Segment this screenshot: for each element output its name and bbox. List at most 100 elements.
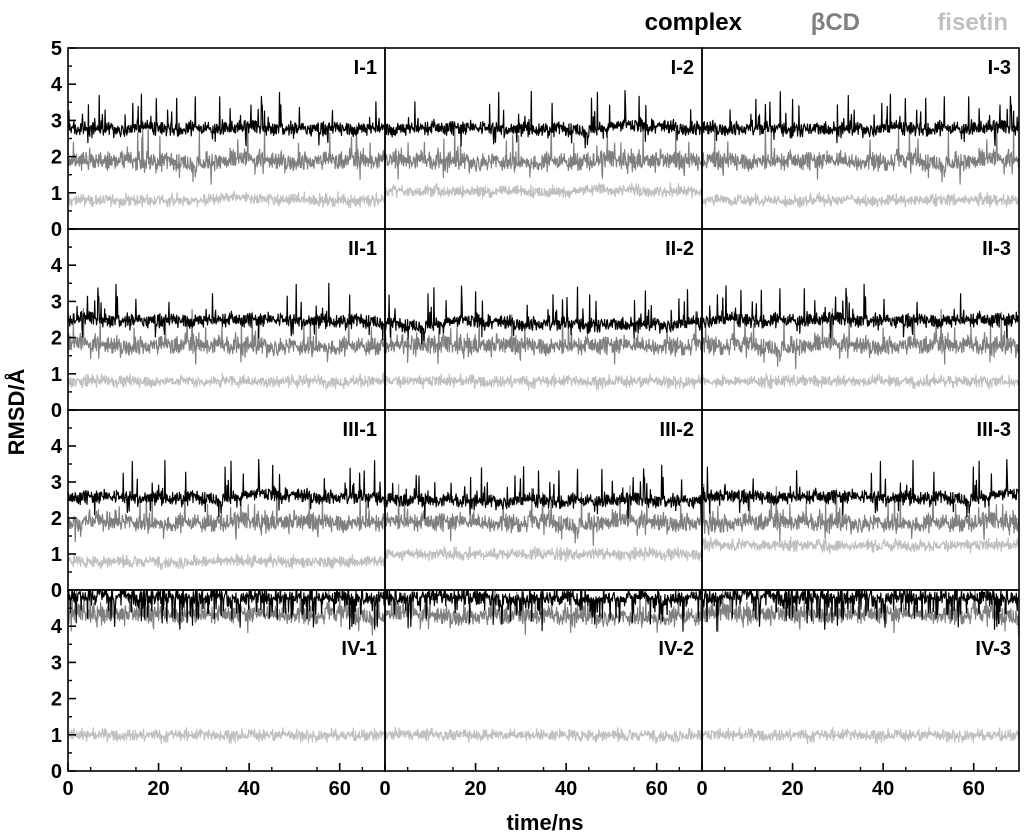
series-complex-I-2 bbox=[385, 90, 702, 149]
series-bcd-III-2 bbox=[385, 484, 702, 546]
x-tick-label-col1-20: 20 bbox=[464, 778, 486, 800]
x-tick-label-col1-60: 60 bbox=[646, 778, 668, 800]
series-complex-III-2 bbox=[385, 464, 702, 520]
legend-bcd: βCD bbox=[811, 9, 860, 36]
series-complex-I-1 bbox=[68, 92, 385, 147]
panel-IV-2-traces bbox=[385, 590, 702, 744]
x-axis-title: time/ns bbox=[506, 810, 583, 835]
panel-label-II-1: II-1 bbox=[348, 238, 377, 260]
x-tick-label-col2-60: 60 bbox=[963, 778, 985, 800]
series-fisetin-III-3 bbox=[702, 536, 1019, 555]
panel-label-III-2: III-2 bbox=[660, 419, 694, 441]
series-bcd-II-3 bbox=[702, 308, 1019, 370]
y-tick-label-row2-4: 4 bbox=[51, 436, 63, 458]
series-complex-II-2 bbox=[385, 285, 702, 345]
x-tick-label-col0-40: 40 bbox=[238, 778, 260, 800]
y-axis-title: RMSD/Å bbox=[3, 369, 29, 456]
panel-label-II-3: II-3 bbox=[982, 238, 1011, 260]
y-tick-label-row0-1: 1 bbox=[51, 183, 62, 205]
series-fisetin-III-1 bbox=[68, 553, 385, 570]
series-complex-II-3 bbox=[702, 283, 1019, 339]
legend: complex βCD fisetin bbox=[645, 9, 1008, 36]
y-tick-label-row2-1: 1 bbox=[51, 544, 62, 566]
series-bcd-II-2 bbox=[385, 308, 702, 365]
legend-complex: complex bbox=[645, 9, 743, 36]
series-layer bbox=[68, 90, 1019, 745]
series-bcd-III-3 bbox=[702, 483, 1019, 542]
series-fisetin-IV-3 bbox=[702, 727, 1019, 745]
y-tick-label-row0-2: 2 bbox=[51, 147, 62, 169]
x-tick-label-col0-0: 0 bbox=[62, 778, 73, 800]
x-tick-label-col2-40: 40 bbox=[872, 778, 894, 800]
panel-label-IV-2: IV-2 bbox=[658, 638, 694, 660]
x-axis-ticks: 0 20 40 60 0 20 40 60 0 20 40 60 bbox=[62, 763, 998, 800]
x-tick-label-col2-20: 20 bbox=[781, 778, 803, 800]
series-fisetin-IV-2 bbox=[385, 726, 702, 744]
y-tick-label-row0-5: 5 bbox=[51, 38, 62, 60]
y-tick-label-row1-0: 0 bbox=[51, 400, 62, 422]
series-bcd-IV-1 bbox=[68, 590, 385, 636]
series-bcd-I-1 bbox=[68, 123, 385, 185]
series-complex-II-1 bbox=[68, 282, 385, 341]
frame-I-2 bbox=[384, 47, 703, 230]
y-tick-label-row3-0: 0 bbox=[51, 761, 62, 783]
panel-I-2-traces bbox=[385, 90, 702, 199]
panel-III-1-traces bbox=[68, 459, 385, 570]
panel-IV-3-traces bbox=[702, 590, 1019, 745]
series-fisetin-II-2 bbox=[385, 373, 702, 391]
y-tick-label-row2-3: 3 bbox=[51, 472, 62, 494]
y-tick-label-row3-4: 4 bbox=[51, 616, 63, 638]
series-fisetin-II-3 bbox=[702, 373, 1019, 390]
panel-label-I-2: I-2 bbox=[671, 57, 694, 79]
y-tick-label-row2-0: 0 bbox=[51, 580, 62, 602]
panel-III-2-traces bbox=[385, 464, 702, 562]
y-tick-label-row3-1: 1 bbox=[51, 725, 62, 747]
panel-label-III-1: III-1 bbox=[343, 419, 377, 441]
y-tick-label-row0-3: 3 bbox=[51, 110, 62, 132]
panel-II-2-traces bbox=[385, 285, 702, 391]
series-fisetin-IV-1 bbox=[68, 727, 385, 745]
panel-label-IV-3: IV-3 bbox=[975, 638, 1011, 660]
series-fisetin-I-2 bbox=[385, 181, 702, 199]
panel-labels: I-1 I-2 I-3 II-1 II-2 II-3 III-1 III-2 III-3 IV-1… bbox=[341, 57, 1011, 660]
series-fisetin-I-3 bbox=[702, 191, 1019, 209]
panel-label-IV-1: IV-1 bbox=[341, 638, 377, 660]
series-complex-IV-3 bbox=[702, 590, 1019, 632]
panel-II-3-traces bbox=[702, 283, 1019, 390]
y-tick-label-row1-4: 4 bbox=[51, 255, 63, 277]
y-tick-label-row3-2: 2 bbox=[51, 689, 62, 711]
y-tick-label-row1-3: 3 bbox=[51, 291, 62, 313]
series-fisetin-II-1 bbox=[68, 372, 385, 391]
series-complex-I-3 bbox=[702, 91, 1019, 147]
panel-I-1-traces bbox=[68, 92, 385, 209]
y-axis-ticks: 0 1 2 3 4 5 0 1 2 3 4 0 1 2 3 4 0 1 2 3 4 bbox=[51, 38, 76, 783]
panel-label-I-1: I-1 bbox=[354, 57, 377, 79]
panel-III-3-traces bbox=[702, 459, 1019, 555]
panel-I-3-traces bbox=[702, 91, 1019, 209]
y-tick-label-row0-0: 0 bbox=[51, 219, 62, 241]
y-tick-label-row2-2: 2 bbox=[51, 508, 62, 530]
x-tick-label-col1-0: 0 bbox=[379, 778, 390, 800]
series-complex-III-3 bbox=[702, 459, 1019, 518]
x-tick-label-col0-60: 60 bbox=[329, 778, 351, 800]
series-bcd-II-1 bbox=[68, 308, 385, 365]
x-tick-label-col2-0: 0 bbox=[696, 778, 707, 800]
series-bcd-IV-2 bbox=[385, 590, 702, 636]
x-tick-label-col0-20: 20 bbox=[147, 778, 169, 800]
series-bcd-IV-3 bbox=[702, 590, 1019, 636]
series-complex-IV-1 bbox=[68, 590, 385, 630]
y-tick-label-row1-2: 2 bbox=[51, 328, 62, 350]
series-fisetin-III-2 bbox=[385, 546, 702, 562]
legend-fisetin: fisetin bbox=[937, 9, 1008, 36]
series-complex-III-1 bbox=[68, 459, 385, 518]
series-complex-IV-2 bbox=[385, 590, 702, 632]
panel-IV-1-traces bbox=[68, 590, 385, 745]
series-fisetin-I-1 bbox=[68, 190, 385, 209]
y-tick-label-row0-4: 4 bbox=[51, 74, 63, 96]
panel-II-1-traces bbox=[68, 282, 385, 391]
panel-label-II-2: II-2 bbox=[665, 238, 694, 260]
panel-label-III-3: III-3 bbox=[977, 419, 1011, 441]
panel-label-I-3: I-3 bbox=[988, 57, 1011, 79]
x-tick-label-col1-40: 40 bbox=[555, 778, 577, 800]
